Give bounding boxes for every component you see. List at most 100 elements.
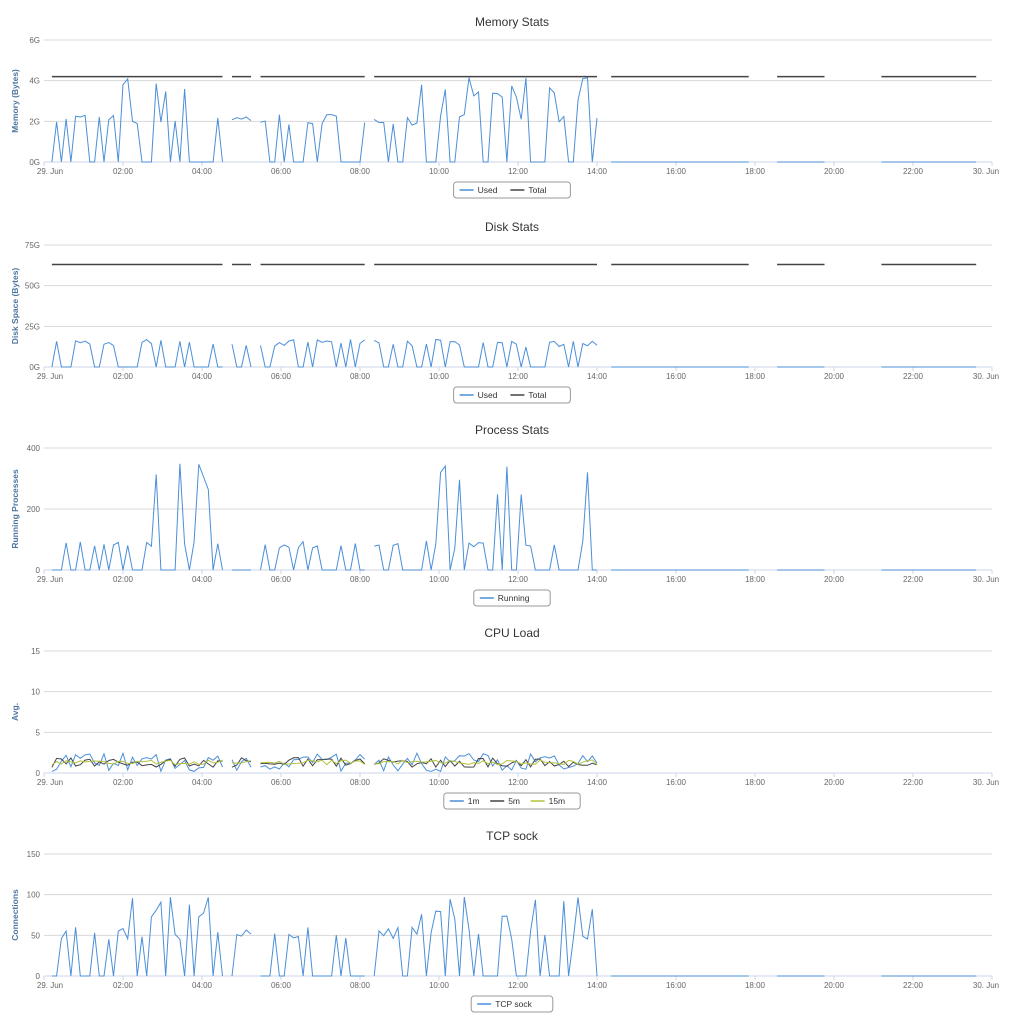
legend-item[interactable]: Total: [528, 185, 546, 195]
x-tick-label: 08:00: [350, 981, 371, 990]
x-tick-label: 14:00: [587, 167, 608, 176]
x-tick-label: 18:00: [745, 575, 766, 584]
y-tick-label: 50: [31, 931, 40, 940]
x-tick-label: 30. Jun: [973, 372, 999, 381]
legend-item[interactable]: Used: [478, 185, 498, 195]
legend-box: [470, 995, 554, 1013]
x-tick-label: 06:00: [271, 575, 292, 584]
x-tick-label: 06:00: [271, 778, 292, 787]
legend-item[interactable]: 5m: [508, 796, 520, 806]
x-tick-label: 04:00: [192, 167, 213, 176]
legend-item[interactable]: Used: [478, 390, 498, 400]
chart-title: TCP sock: [486, 829, 539, 843]
x-tick-label: 16:00: [666, 167, 687, 176]
y-tick-label: 100: [27, 891, 41, 900]
series-line-15m: [51, 759, 598, 766]
x-tick-label: 30. Jun: [973, 575, 999, 584]
x-tick-label: 16:00: [666, 372, 687, 381]
x-tick-label: 22:00: [903, 167, 924, 176]
y-tick-label: 15: [31, 647, 40, 656]
memory-chart: Memory Stats Memory (Bytes) 0G 2G 4G 6G 29. Ju…: [10, 15, 999, 199]
x-tick-label: 29. Jun: [37, 575, 63, 584]
x-tick-label: 14:00: [587, 778, 608, 787]
y-tick-label: 0G: [29, 158, 40, 167]
legend-box: [473, 589, 551, 607]
x-tick-label: 04:00: [192, 575, 213, 584]
x-tick-label: 14:00: [587, 981, 608, 990]
y-tick-label: 4G: [29, 77, 40, 86]
x-tick-label: 16:00: [666, 981, 687, 990]
legend-item[interactable]: Total: [528, 390, 546, 400]
cpu-chart-panel: CPU Load Avg. 0 5 10 15 29. Jun 02:00 04:00 06:00…: [0, 611, 1024, 814]
y-tick-label: 0: [36, 972, 41, 981]
x-tick-label: 04:00: [192, 981, 213, 990]
chart-legend[interactable]: TCP sock: [470, 995, 554, 1013]
x-tick-label: 22:00: [903, 778, 924, 787]
chart-legend[interactable]: Used Total: [453, 386, 571, 404]
x-tick-label: 08:00: [350, 167, 371, 176]
legend-item[interactable]: Running: [498, 593, 530, 603]
x-tick-label: 20:00: [824, 372, 845, 381]
process-chart-panel: Process Stats Running Processes 0 200 400 29.…: [0, 408, 1024, 611]
x-tick-label: 18:00: [745, 778, 766, 787]
x-tick-label: 20:00: [824, 167, 845, 176]
y-tick-label: 0: [36, 769, 41, 778]
cpu-chart: CPU Load Avg. 0 5 10 15 29. Jun 02:00 04:00 06:00…: [10, 626, 999, 810]
x-tick-label: 12:00: [508, 167, 529, 176]
chart-legend[interactable]: 1m 5m 15m: [443, 792, 581, 810]
y-tick-label: 2G: [29, 117, 40, 126]
chart-legend[interactable]: Running: [473, 589, 551, 607]
y-axis-title: Running Processes: [10, 469, 20, 549]
series-line-1m: [51, 751, 598, 773]
memory-chart-panel: Memory Stats Memory (Bytes) 0G 2G 4G 6G 29. Ju…: [0, 0, 1024, 203]
x-tick-label: 22:00: [903, 981, 924, 990]
x-tick-label: 14:00: [587, 372, 608, 381]
process-chart: Process Stats Running Processes 0 200 400 29.…: [10, 423, 999, 607]
y-axis-title: Connections: [10, 889, 20, 941]
series-line-5m: [51, 757, 598, 769]
x-tick-label: 02:00: [113, 167, 134, 176]
chart-title: Process Stats: [475, 423, 549, 437]
x-tick-label: 29. Jun: [37, 372, 63, 381]
x-tick-label: 08:00: [350, 575, 371, 584]
x-tick-label: 08:00: [350, 778, 371, 787]
x-tick-label: 02:00: [113, 575, 134, 584]
x-tick-label: 12:00: [508, 372, 529, 381]
x-tick-label: 02:00: [113, 778, 134, 787]
legend-item[interactable]: 15m: [549, 796, 566, 806]
x-tick-label: 29. Jun: [37, 981, 63, 990]
y-tick-label: 0G: [29, 363, 40, 372]
series-line-used: [51, 338, 977, 368]
y-tick-label: 0: [36, 566, 41, 575]
x-tick-label: 16:00: [666, 778, 687, 787]
chart-title: Memory Stats: [475, 15, 549, 29]
legend-box: [443, 792, 581, 810]
x-tick-label: 22:00: [903, 372, 924, 381]
x-tick-label: 20:00: [824, 778, 845, 787]
x-tick-label: 10:00: [429, 778, 450, 787]
x-tick-label: 02:00: [113, 981, 134, 990]
x-tick-label: 06:00: [271, 372, 292, 381]
x-tick-label: 18:00: [745, 167, 766, 176]
chart-legend[interactable]: Used Total: [453, 181, 571, 199]
x-tick-label: 10:00: [429, 981, 450, 990]
legend-item[interactable]: TCP sock: [495, 999, 532, 1009]
x-tick-label: 12:00: [508, 778, 529, 787]
disk-chart-panel: Disk Stats Disk Space (Bytes) 0G 25G 50G 75G 2…: [0, 205, 1024, 408]
x-tick-label: 30. Jun: [973, 167, 999, 176]
y-tick-label: 10: [31, 688, 40, 697]
x-tick-label: 02:00: [113, 372, 134, 381]
x-tick-label: 29. Jun: [37, 778, 63, 787]
series-line-used: [51, 77, 977, 163]
x-tick-label: 20:00: [824, 981, 845, 990]
y-tick-label: 150: [27, 850, 41, 859]
series-line-tcp-sock: [51, 896, 977, 977]
x-tick-label: 06:00: [271, 981, 292, 990]
y-axis-title: Memory (Bytes): [10, 69, 20, 133]
legend-item[interactable]: 1m: [468, 796, 480, 806]
y-axis-title: Avg.: [10, 703, 20, 721]
x-tick-label: 16:00: [666, 575, 687, 584]
tcp-chart: TCP sock Connections 0 50 100 150 29. Jun 02:00…: [10, 829, 999, 1013]
x-tick-label: 08:00: [350, 372, 371, 381]
y-tick-label: 25G: [25, 322, 40, 331]
